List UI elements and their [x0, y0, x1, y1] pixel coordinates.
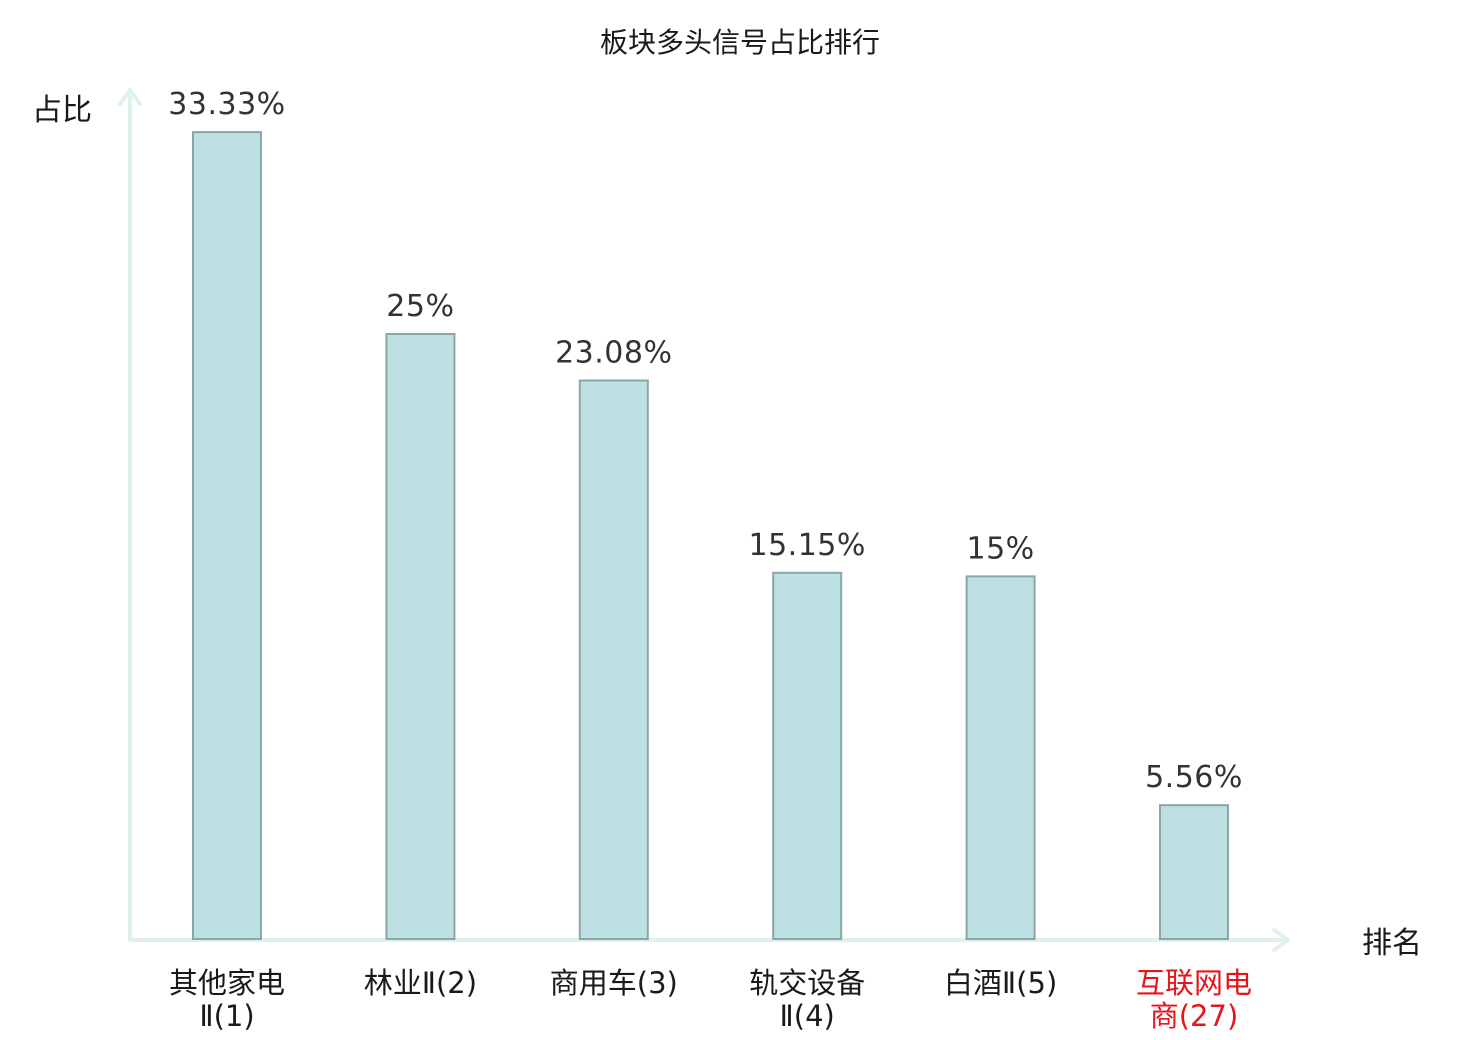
chart-title: 板块多头信号占比排行	[600, 26, 880, 59]
category-label-4-line-1: 轨交设备	[749, 966, 865, 1000]
bar-1	[192, 131, 262, 941]
y-axis-label: 占比	[32, 93, 92, 128]
bar-6	[1159, 804, 1229, 941]
bar-2	[385, 333, 456, 940]
category-label-2: 林业Ⅱ(2)	[364, 966, 477, 1000]
value-label-6: 5.56%	[1145, 760, 1243, 795]
value-label-5: 15%	[967, 531, 1035, 566]
x-axis-label: 排名	[1362, 926, 1422, 961]
x-axis-arrow	[1272, 928, 1290, 952]
value-label-4: 15.15%	[749, 528, 866, 563]
bar-3	[578, 379, 649, 940]
category-label-6-line-2: 商(27)	[1150, 999, 1239, 1033]
category-label-5: 白酒Ⅱ(5)	[944, 966, 1057, 1000]
bar-5	[965, 575, 1036, 941]
bar-4	[772, 571, 843, 940]
category-label-6-line-1: 互联网电	[1136, 966, 1252, 1000]
category-label-1-line-1: 其他家电	[169, 966, 285, 1000]
category-label-1-line-2: Ⅱ(1)	[199, 999, 254, 1033]
y-axis-arrow	[118, 88, 142, 106]
value-label-2: 25%	[386, 289, 454, 324]
category-label-4-line-2: Ⅱ(4)	[780, 999, 835, 1033]
axes	[118, 88, 1290, 952]
value-label-3: 23.08%	[555, 336, 672, 371]
bars-group	[192, 131, 1229, 941]
category-label-3: 商用车(3)	[550, 966, 678, 1000]
value-label-1: 33.33%	[168, 87, 285, 122]
value-labels-group: 33.33% 25% 23.08% 15.15% 15% 5.56%	[168, 87, 1243, 795]
